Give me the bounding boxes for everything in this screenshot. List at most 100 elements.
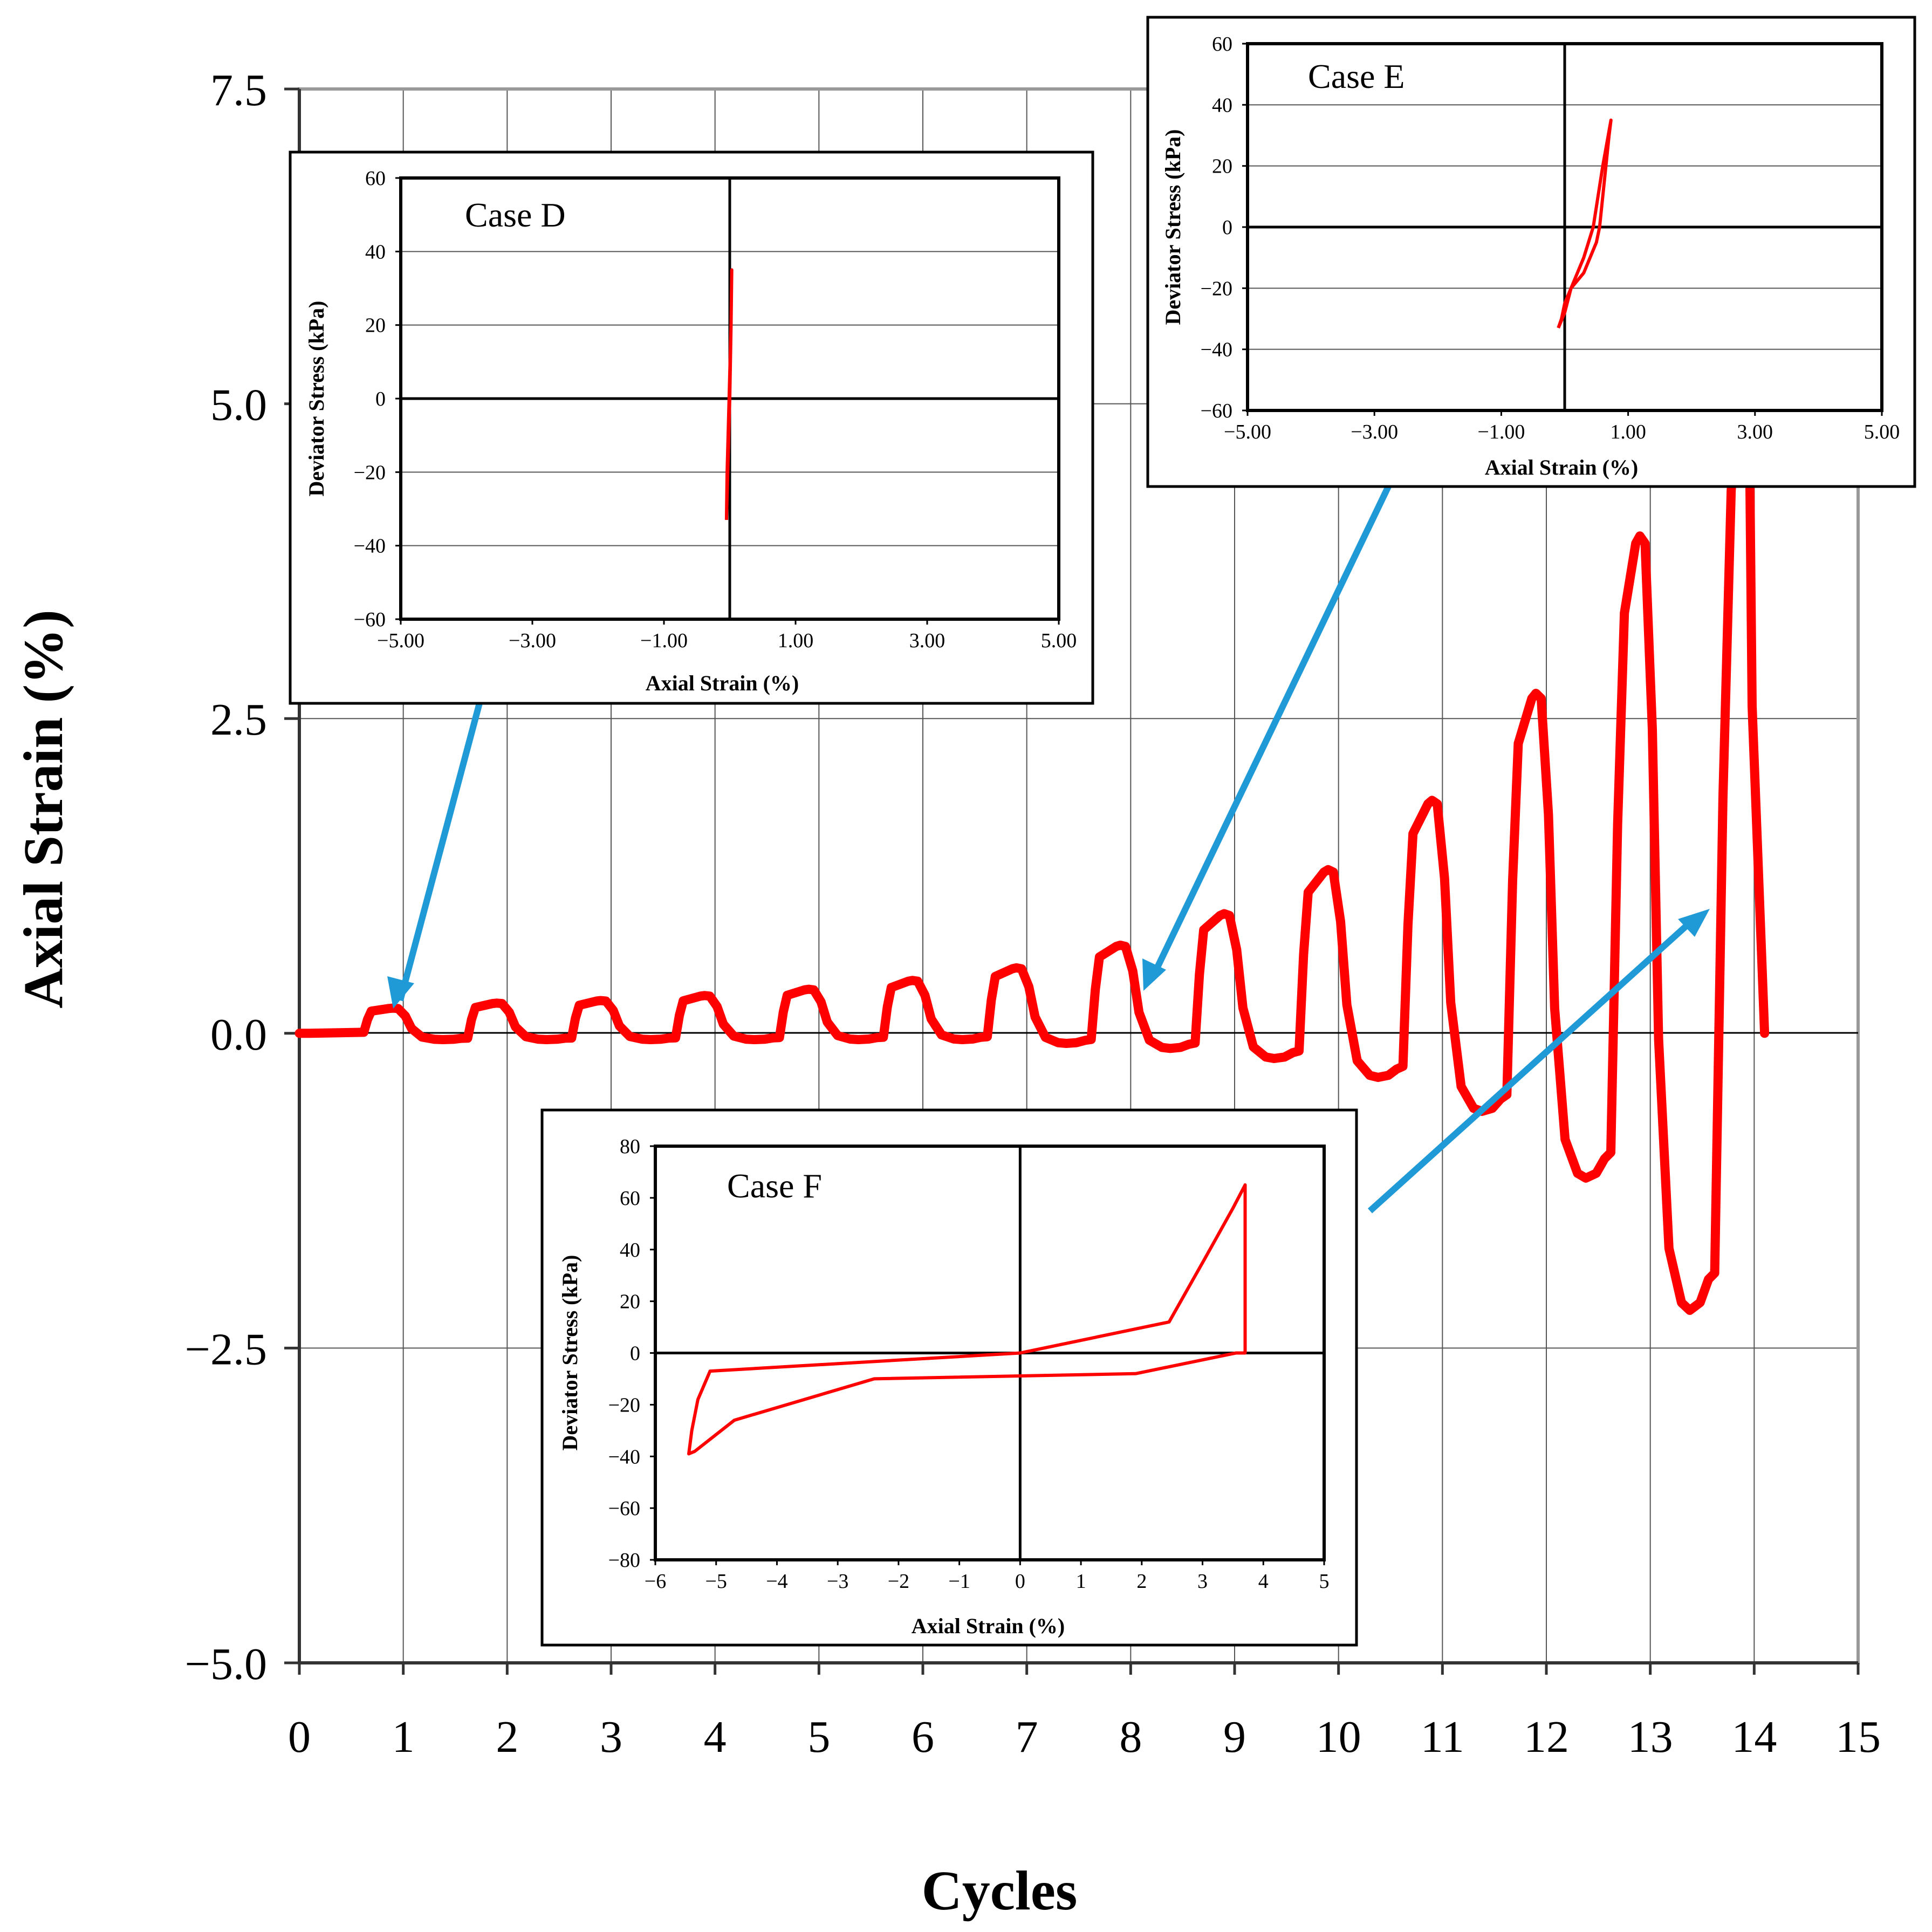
inset-d-y-tick-label: 20 (365, 314, 386, 337)
main-x-tick-label: 1 (392, 1712, 415, 1762)
inset-d-x-tick-label: −1.00 (640, 629, 688, 652)
inset-e-y-tick-label: 60 (1212, 33, 1232, 56)
main-x-tick-label: 11 (1421, 1712, 1464, 1762)
main-x-tick-label: 9 (1223, 1712, 1246, 1762)
inset-e-y-tick-label: −60 (1201, 400, 1232, 422)
inset-e-y-tick-label: 20 (1212, 155, 1232, 178)
inset-f-x-axis-title: Axial Strain (%) (912, 1614, 1065, 1638)
main-x-tick-label: 6 (912, 1712, 934, 1762)
main-x-tick-label: 4 (704, 1712, 727, 1762)
inset-e-x-tick-label: 3.00 (1737, 421, 1773, 443)
inset-e-x-tick-label: −5.00 (1224, 421, 1271, 443)
inset-f-y-axis-title: Deviator Stress (kPa) (558, 1255, 582, 1451)
inset-f-case-label: Case F (727, 1167, 822, 1205)
inset-d-x-tick-label: −3.00 (509, 629, 556, 652)
main-x-tick-label: 10 (1316, 1712, 1361, 1762)
inset-f-loop (687, 1183, 1247, 1456)
inset-f-y-tick-label: 60 (620, 1187, 640, 1210)
main-x-tick-label: 5 (807, 1712, 830, 1762)
inset-f-x-tick-label: 0 (1015, 1570, 1025, 1593)
inset-f-x-tick-label: 4 (1258, 1570, 1269, 1593)
main-x-axis-title: Cycles (922, 1860, 1078, 1922)
inset-e-x-tick-label: 1.00 (1610, 421, 1646, 443)
inset-e-y-ticks: 60 40 20 0 −20 −40 −60 (1201, 33, 1248, 422)
inset-f-y-tick-label: 0 (630, 1342, 640, 1365)
main-x-tick-label: 2 (496, 1712, 518, 1762)
inset-d-y-tick-label: 60 (365, 167, 386, 190)
inset-d-case-label: Case D (465, 196, 566, 234)
inset-e-y-tick-label: −40 (1201, 339, 1232, 361)
main-x-tick-label: 0 (288, 1712, 311, 1762)
inset-f-y-tick-label: −20 (608, 1394, 640, 1416)
inset-f-x-tick-label: 1 (1076, 1570, 1086, 1593)
inset-f-x-tick-label: −6 (645, 1570, 666, 1593)
inset-f-x-ticks: −6 −5 −4 −3 −2 −1 0 1 2 3 4 5 (645, 1560, 1330, 1593)
inset-e-y-tick-label: −20 (1201, 277, 1232, 300)
inset-e-x-tick-label: −3.00 (1351, 421, 1398, 443)
inset-d-x-tick-label: 1.00 (778, 629, 814, 652)
inset-e-y-axis-title: Deviator Stress (kPa) (1161, 129, 1185, 325)
main-strain-series (294, 374, 1770, 1315)
arrow-case-e (1148, 484, 1392, 981)
inset-d-y-tick-label: −20 (354, 461, 386, 484)
main-x-tick-label: 8 (1119, 1712, 1142, 1762)
main-y-tick-label: 2.5 (210, 695, 267, 745)
inset-e-x-axis-title: Axial Strain (%) (1485, 455, 1638, 479)
main-y-tick-label: −2.5 (185, 1324, 267, 1374)
arrow-case-f-head (1678, 909, 1710, 937)
main-x-ticks: 0 1 2 3 4 5 6 7 8 9 10 11 12 13 14 15 (288, 1663, 1881, 1762)
inset-f-y-tick-label: 80 (620, 1135, 640, 1158)
arrow-case-d (397, 700, 483, 1002)
inset-f-x-tick-label: −5 (705, 1570, 727, 1593)
inset-e-y-tick-label: 0 (1222, 216, 1232, 239)
inset-d-x-tick-label: 5.00 (1041, 629, 1077, 652)
inset-f-x-tick-label: −1 (948, 1570, 970, 1593)
main-y-tick-label: 0.0 (210, 1010, 267, 1060)
inset-e-y-tick-label: 40 (1212, 94, 1232, 117)
inset-f-x-tick-label: 5 (1319, 1570, 1330, 1593)
main-x-tick-label: 12 (1524, 1712, 1569, 1762)
inset-f-y-tick-label: −40 (608, 1445, 640, 1468)
arrow-case-f (1367, 914, 1699, 1214)
inset-e-x-ticks: −5.00 −3.00 −1.00 1.00 3.00 5.00 (1224, 410, 1900, 443)
inset-d-x-ticks: −5.00 −3.00 −1.00 1.00 3.00 5.00 (377, 619, 1077, 652)
inset-e-x-tick-label: 5.00 (1864, 421, 1900, 443)
inset-f-x-tick-label: −2 (888, 1570, 909, 1593)
arrow-case-e-head (1142, 958, 1166, 991)
inset-f-y-ticks: 80 60 40 20 0 −20 −40 −60 −80 (608, 1135, 655, 1572)
inset-d-y-ticks: 60 40 20 0 −20 −40 −60 (354, 167, 401, 631)
main-x-tick-label: 15 (1835, 1712, 1881, 1762)
inset-e-loop (1557, 118, 1613, 329)
main-x-tick-label: 3 (600, 1712, 622, 1762)
inset-e-frame (1146, 16, 1916, 488)
inset-d-x-tick-label: 3.00 (909, 629, 946, 652)
inset-d-x-tick-label: −5.00 (377, 629, 424, 652)
inset-f-x-tick-label: −3 (827, 1570, 848, 1593)
arrow-case-d-head (387, 976, 414, 1009)
inset-d-y-tick-label: −40 (354, 535, 386, 558)
inset-e-case-label: Case E (1308, 57, 1405, 95)
main-y-axis-title: Axial Strain (%) (12, 609, 74, 1009)
inset-f-x-tick-label: −4 (766, 1570, 787, 1593)
inset-f-y-tick-label: −80 (608, 1549, 640, 1572)
inset-f-y-tick-label: −60 (608, 1497, 640, 1520)
inset-f-x-tick-label: 2 (1136, 1570, 1147, 1593)
inset-case-d: −5.00 −3.00 −1.00 1.00 3.00 5.00 60 40 20 0 −20 −4… (289, 150, 1094, 705)
inset-d-loop (724, 268, 734, 520)
inset-f-y-tick-label: 40 (620, 1239, 640, 1262)
inset-e-x-tick-label: −1.00 (1477, 421, 1525, 443)
main-y-tick-label: 7.5 (210, 65, 267, 115)
main-x-tick-label: 14 (1731, 1712, 1777, 1762)
inset-d-y-tick-label: −60 (354, 608, 386, 631)
inset-d-x-axis-title: Axial Strain (%) (646, 671, 799, 695)
main-y-ticks: 7.5 5.0 2.5 0.0 −2.5 −5.0 (185, 65, 299, 1689)
inset-case-e: −5.00 −3.00 −1.00 1.00 3.00 5.00 60 40 20 0 −20 −4… (1146, 16, 1916, 488)
main-y-tick-label: 5.0 (210, 380, 267, 430)
inset-f-x-tick-label: 3 (1197, 1570, 1208, 1593)
main-x-tick-label: 13 (1628, 1712, 1673, 1762)
inset-d-y-tick-label: 0 (375, 388, 386, 410)
inset-f-y-tick-label: 20 (620, 1291, 640, 1313)
arrows (387, 484, 1710, 1214)
main-x-tick-label: 7 (1016, 1712, 1038, 1762)
